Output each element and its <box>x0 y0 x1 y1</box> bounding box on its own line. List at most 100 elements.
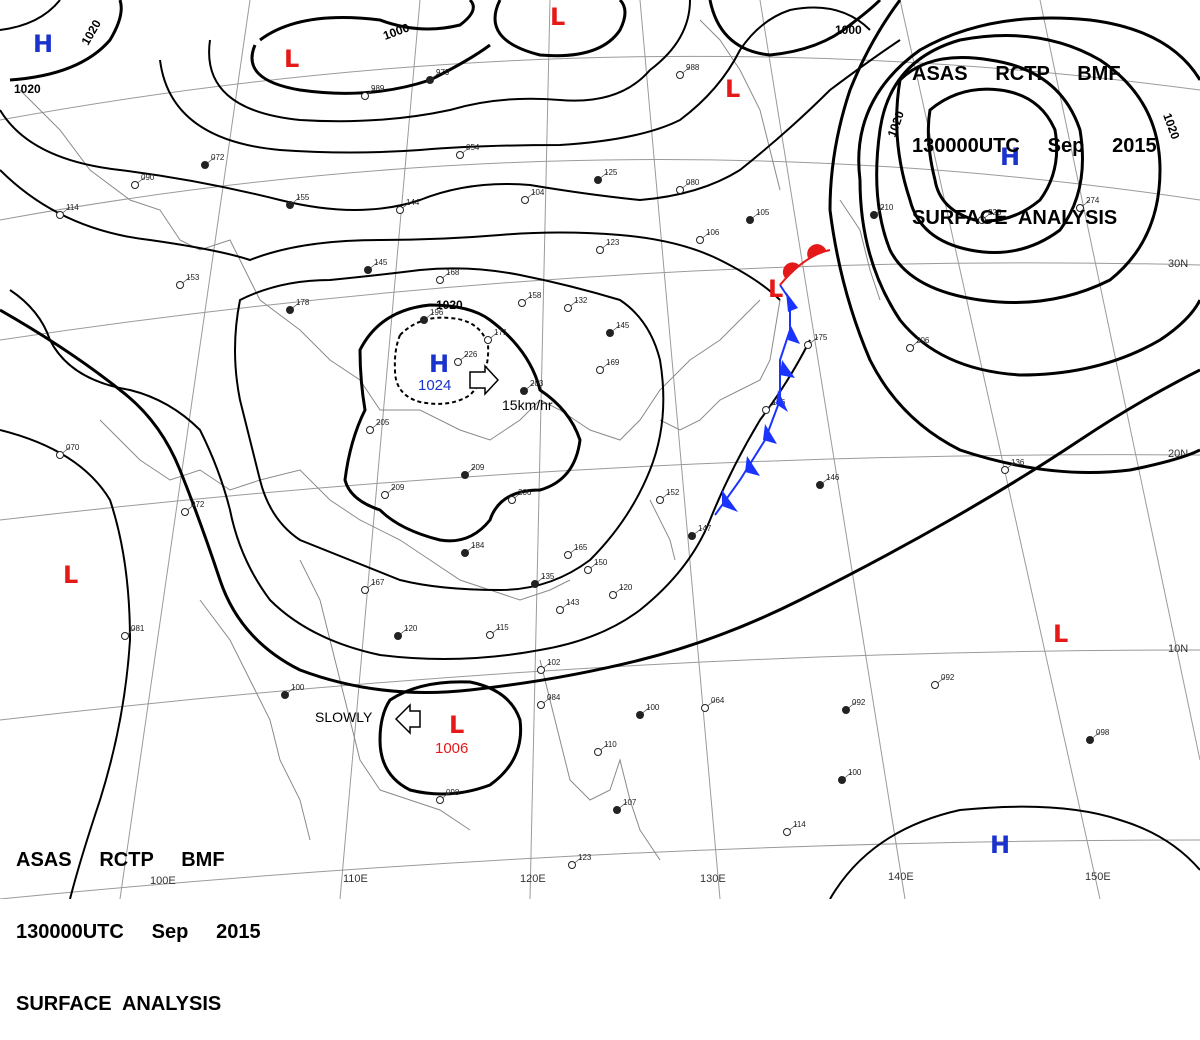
header-title-line: SURFACE ANALYSIS <box>16 993 222 1015</box>
low-pressure-value: 1006 <box>435 740 468 757</box>
station-plot: 123 <box>568 853 592 869</box>
station-plot: 100 <box>281 683 305 699</box>
station-plot: 120 <box>609 583 633 599</box>
isobar <box>828 0 1200 474</box>
station-pressure: 107 <box>623 798 637 807</box>
station-plot: 203 <box>520 379 544 395</box>
station-marker <box>537 701 545 709</box>
station-plot: 152 <box>656 488 680 504</box>
station-pressure: 979 <box>436 68 450 77</box>
high-pressure-value: 1024 <box>418 377 451 394</box>
station-plot: 115 <box>486 623 509 639</box>
station-pressure: 206 <box>518 488 532 497</box>
station-marker <box>420 316 428 324</box>
station-pressure: 143 <box>566 598 580 607</box>
station-plot: 169 <box>596 358 620 374</box>
station-marker <box>609 591 617 599</box>
coastline <box>199 599 311 841</box>
coastline <box>99 419 571 601</box>
station-plot: 072 <box>201 153 225 169</box>
coastline <box>19 89 761 441</box>
isobars <box>0 0 1200 899</box>
station-marker <box>564 551 572 559</box>
station-plot: 184 <box>461 541 485 557</box>
station-marker <box>696 236 704 244</box>
cold-front-triangle <box>776 390 788 412</box>
station-pressure: 054 <box>466 143 480 152</box>
station-pressure: 136 <box>1011 458 1025 467</box>
station-plot: 072 <box>181 500 205 516</box>
lon-label: 120E <box>520 873 546 885</box>
station-pressure: 120 <box>619 583 633 592</box>
station-plot: 100 <box>838 768 862 784</box>
station-plot: 175 <box>804 333 828 349</box>
station-marker <box>1076 204 1084 212</box>
header-top: ASAS RCTP BMF 130000UTC Sep 2015 SURFACE… <box>912 14 1157 254</box>
station-plot: 206 <box>906 336 930 352</box>
station-plot: 092 <box>842 698 866 714</box>
graticule <box>0 0 1200 899</box>
low-pressure-symbol: L <box>768 275 783 303</box>
station-marker <box>762 406 770 414</box>
pressure-systems: H L L L H L H 1024 L L L 1006 H <box>33 3 1068 859</box>
meridian-line <box>529 0 551 899</box>
isobar <box>9 0 123 82</box>
header-title-line: SURFACE ANALYSIS <box>912 207 1118 229</box>
isobar <box>0 169 781 301</box>
station-plot: 105 <box>746 208 770 224</box>
isobar <box>9 289 811 660</box>
isobar <box>493 0 627 58</box>
movement-label: SLOWLY <box>315 709 373 725</box>
station-pressure: 165 <box>574 543 588 552</box>
station-plot: 146 <box>816 473 840 489</box>
low-pressure-symbol: L <box>449 711 464 739</box>
lon-label: 150E <box>1085 871 1111 883</box>
station-marker <box>1086 736 1094 744</box>
station-plot: 325 <box>978 208 1002 224</box>
station-pressure: 178 <box>296 298 310 307</box>
station-pressure: 196 <box>430 308 444 317</box>
station-marker <box>906 344 914 352</box>
isobar <box>343 303 582 543</box>
station-marker <box>688 532 696 540</box>
station-marker <box>456 151 464 159</box>
station-plot: 098 <box>1086 728 1110 744</box>
meridian-line <box>1039 0 1200 761</box>
weather-map: 30N 20N 10N 100E 110E 120E 130E 140E 150… <box>0 0 1200 899</box>
station-plot: 114 <box>783 820 806 836</box>
station-pressure: 104 <box>531 188 545 197</box>
low-pressure-symbol: L <box>550 3 565 31</box>
isobar <box>0 39 901 211</box>
warm-front <box>779 249 831 286</box>
station-plot: 081 <box>121 624 145 640</box>
high-pressure-symbol: H <box>33 30 53 58</box>
cold-front-triangle <box>780 360 795 378</box>
cold-front-triangle <box>786 292 798 312</box>
station-marker <box>596 246 604 254</box>
station-plot: 979 <box>426 68 450 84</box>
station-marker <box>636 711 644 719</box>
station-marker <box>286 201 294 209</box>
station-marker <box>870 211 878 219</box>
station-marker <box>366 426 374 434</box>
station-marker <box>281 691 289 699</box>
station-marker <box>361 92 369 100</box>
grid-labels: 30N 20N 10N 100E 110E 120E 130E 140E 150… <box>150 258 1188 887</box>
isobar-label: 1020 <box>14 82 41 96</box>
station-pressure: 072 <box>211 153 225 162</box>
station-marker <box>596 366 604 374</box>
station-marker <box>842 706 850 714</box>
station-plot: 104 <box>521 188 545 204</box>
station-pressure: 105 <box>756 208 770 217</box>
isobar <box>829 805 1200 899</box>
station-plot: 274 <box>1076 196 1100 212</box>
station-plot: 090 <box>131 173 155 189</box>
movement-label: 15km/hr <box>502 397 553 413</box>
isobar <box>0 429 132 899</box>
station-plot: 110 <box>594 740 617 756</box>
isobar <box>926 87 1059 223</box>
station-pressure: 092 <box>941 673 955 682</box>
station-pressure: 145 <box>616 321 630 330</box>
station-marker <box>531 580 539 588</box>
station-plot: 125 <box>594 168 618 184</box>
